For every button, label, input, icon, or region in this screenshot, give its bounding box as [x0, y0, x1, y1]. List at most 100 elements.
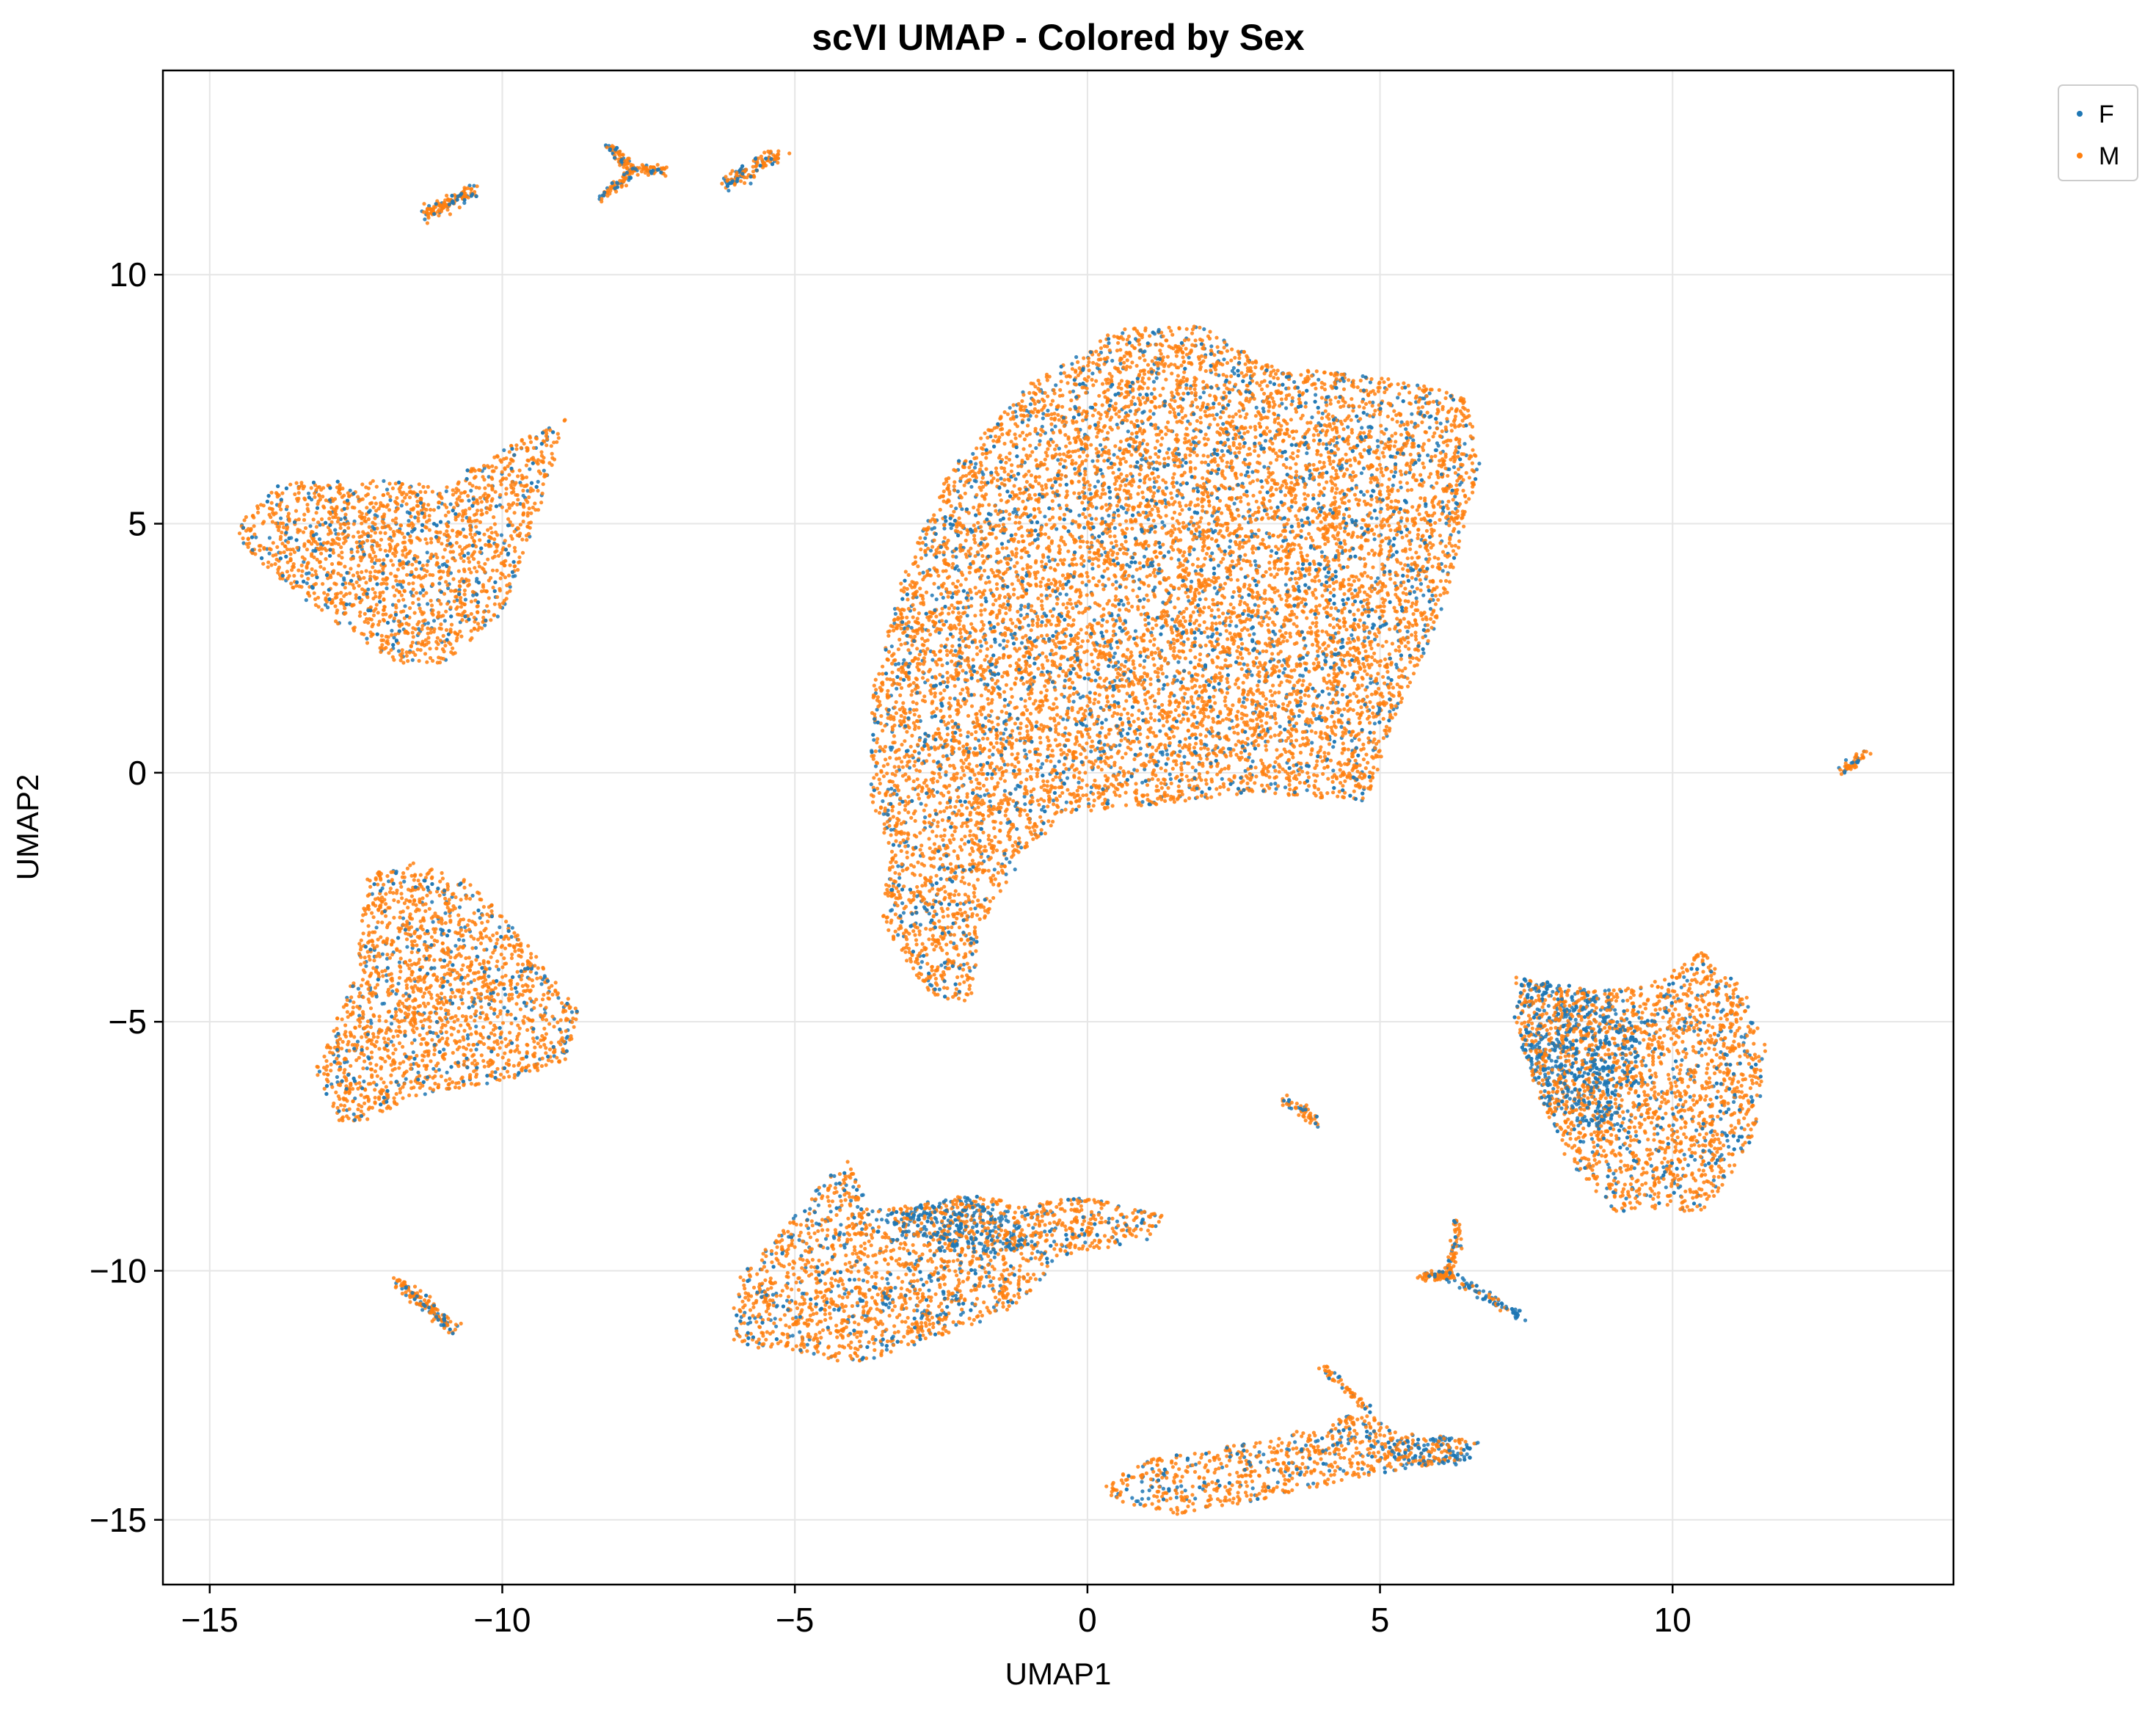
point-f [1634, 1134, 1639, 1138]
point-f [1140, 780, 1145, 785]
point-f [1089, 749, 1093, 754]
point-f [1059, 371, 1063, 376]
point-f [1198, 395, 1203, 400]
point-f [1132, 768, 1137, 772]
point-f [308, 524, 313, 528]
point-f [930, 527, 934, 531]
point-f [1100, 517, 1104, 521]
point-f [1084, 583, 1088, 587]
point-f [968, 776, 972, 781]
point-f [502, 448, 506, 453]
point-f [1112, 453, 1116, 457]
point-f [1393, 470, 1398, 474]
point-f [953, 1293, 958, 1298]
point-f [1417, 458, 1421, 462]
point-f [1298, 673, 1303, 677]
point-f [356, 986, 360, 991]
point-f [1625, 1080, 1629, 1084]
point-f [1121, 506, 1126, 511]
point-f [1244, 473, 1248, 478]
point-f [1228, 539, 1233, 543]
point-f [942, 526, 947, 531]
point-f [1399, 519, 1403, 523]
point-f [1009, 632, 1013, 637]
point-f [969, 596, 974, 600]
point-f [382, 479, 386, 484]
point-f [1416, 383, 1420, 388]
point-f [919, 1277, 923, 1281]
point-f [1546, 1003, 1551, 1008]
point-f [973, 746, 977, 751]
point-f [1043, 514, 1047, 519]
point-f [405, 945, 409, 949]
point-f [1031, 1226, 1035, 1230]
point-f [908, 1268, 912, 1273]
point-f [773, 1317, 777, 1321]
point-f [1727, 1144, 1731, 1149]
point-f [1369, 681, 1373, 685]
point-f [400, 585, 404, 589]
point-f [979, 1242, 983, 1246]
point-f [1121, 603, 1126, 607]
point-f [1010, 636, 1015, 640]
point-f [407, 519, 411, 523]
point-f [475, 577, 479, 581]
point-f [1071, 389, 1076, 393]
point-f [1749, 1021, 1754, 1025]
point-f [965, 614, 969, 618]
point-f [1107, 1216, 1111, 1221]
point-f [812, 1351, 816, 1356]
point-f [1530, 1062, 1534, 1067]
point-f [924, 542, 928, 548]
point-f [1218, 632, 1223, 637]
point-f [1250, 673, 1254, 677]
point-f [445, 979, 450, 983]
point-f [443, 911, 448, 915]
point-f [928, 548, 933, 553]
point-f [1360, 426, 1364, 430]
point-f [889, 644, 894, 649]
point-f [1457, 482, 1462, 487]
point-f [396, 981, 401, 986]
point-f [1220, 448, 1224, 454]
point-f [1320, 411, 1325, 415]
point-f [852, 1278, 857, 1282]
point-f [539, 982, 544, 986]
point-f [896, 864, 900, 868]
point-f [998, 518, 1002, 523]
point-f [930, 715, 934, 719]
scatter-points [237, 143, 1873, 1516]
point-f [945, 726, 950, 731]
point-f [1366, 636, 1371, 640]
point-f [470, 893, 475, 898]
point-f [1214, 412, 1219, 417]
point-f [1221, 422, 1226, 426]
point-f [1328, 1469, 1332, 1473]
point-f [1463, 442, 1467, 446]
point-f [895, 686, 899, 691]
point-f [1201, 390, 1206, 395]
point-f [511, 574, 515, 578]
point-f [411, 1050, 415, 1055]
point-f [1721, 1008, 1725, 1012]
point-f [937, 987, 942, 992]
point-f [1284, 406, 1289, 410]
point-f [1335, 440, 1339, 445]
point-f [1088, 691, 1092, 695]
point-f [279, 516, 283, 520]
point-f [897, 876, 902, 880]
point-f [955, 564, 959, 569]
point-f [1369, 516, 1374, 520]
point-f [443, 619, 447, 623]
point-f [1073, 467, 1077, 471]
point-f [1136, 1499, 1140, 1503]
point-f [385, 586, 389, 591]
point-f [1273, 632, 1278, 636]
point-f [365, 636, 369, 641]
point-f [1027, 553, 1031, 559]
point-f [1004, 856, 1009, 861]
point-f [397, 960, 402, 964]
point-f [1259, 1460, 1263, 1464]
point-f [1220, 1465, 1225, 1469]
point-f [956, 677, 961, 681]
